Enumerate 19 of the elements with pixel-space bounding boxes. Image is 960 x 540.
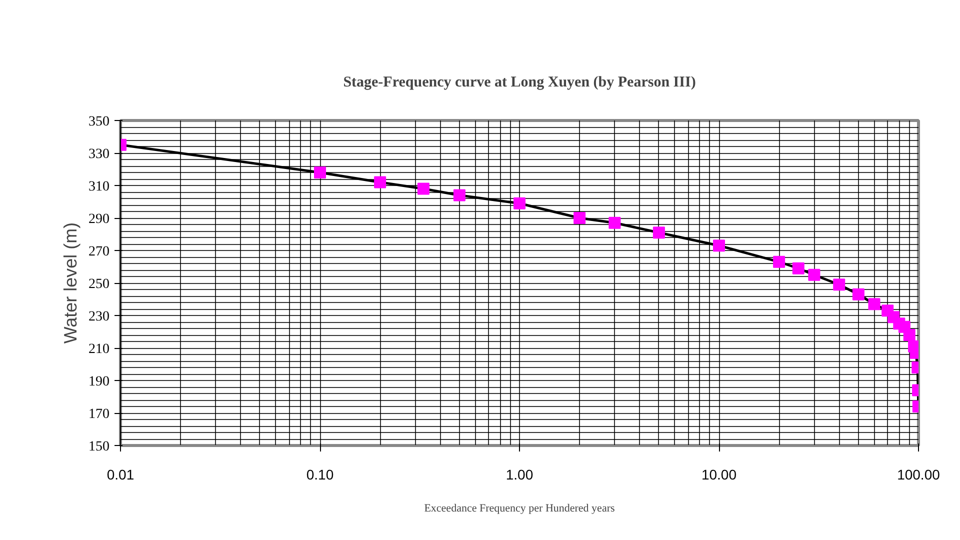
y-tick-label: 190	[88, 374, 110, 390]
y-tick-label: 250	[88, 277, 110, 292]
y-tick-label: 290	[88, 212, 110, 227]
y-axis-title: Water level (m)	[60, 222, 80, 344]
y-tick-label: 150	[88, 440, 110, 454]
y-tick-label: 310	[88, 180, 110, 194]
chart-title: Stage-Frequency curve at Long Xuyen (by Pearson III)	[343, 74, 696, 90]
y-tick-label: 270	[88, 244, 110, 260]
x-tick-label: 1.00	[506, 466, 534, 482]
y-tick-label: 350	[88, 114, 110, 130]
x-tick-label: 0.10	[306, 466, 334, 482]
y-tick-label: 230	[88, 310, 110, 324]
x-tick-label: 0.01	[106, 466, 134, 482]
x-tick-label: 10.00	[701, 466, 737, 482]
y-tick-label: 170	[88, 407, 110, 422]
y-tick-label: 210	[88, 342, 110, 357]
x-tick-label: 100.00	[897, 466, 940, 482]
y-tick-label: 330	[88, 147, 110, 162]
x-axis-title: Exceedance Frequency per Hundered years	[424, 502, 615, 514]
